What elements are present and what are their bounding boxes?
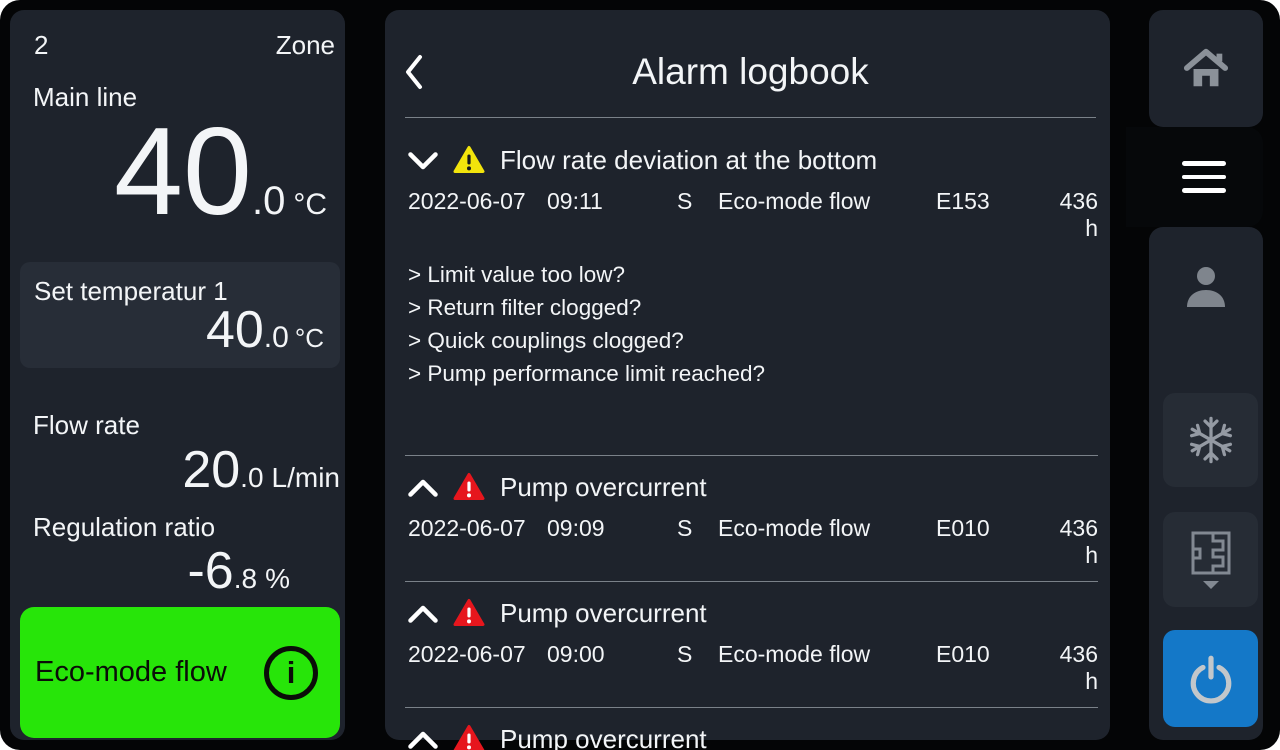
alarm-data-row: 2022-06-07 09:11 S Eco-mode flow E153 43… xyxy=(408,188,1098,242)
alarm-date: 2022-06-07 xyxy=(408,188,526,214)
alarm-title: Pump overcurrent xyxy=(500,472,707,502)
alarm-ack-flag: S xyxy=(677,641,693,667)
power-button[interactable] xyxy=(1163,630,1258,727)
alarm-entry: Pump overcurrent 2022-06-07 09:09 S Eco-… xyxy=(405,456,1098,582)
alarm-data-row: 2022-06-07 09:00 S Eco-mode flow E010 43… xyxy=(408,641,1098,695)
main-temp-decimal: .0 xyxy=(251,179,286,223)
alarm-time: 09:09 xyxy=(547,515,605,541)
mold-icon xyxy=(1191,531,1230,589)
warning-triangle-icon xyxy=(453,598,485,627)
zone-header: 2 Zone xyxy=(34,30,335,61)
expand-chevron-icon[interactable] xyxy=(408,731,438,749)
alarm-hint: > Limit value too low? xyxy=(408,262,625,287)
regulation-ratio-unit: % xyxy=(265,563,290,594)
zone-panel: 2 Zone Main line 40 .0 °C Set temperatur… xyxy=(10,10,345,740)
regulation-ratio-value: -6 xyxy=(187,542,234,600)
alarm-runtime-hours: 436 h xyxy=(1059,188,1098,241)
user-button[interactable] xyxy=(1149,263,1263,311)
warning-triangle-icon xyxy=(453,724,485,750)
alarm-hint: > Return filter clogged? xyxy=(408,295,642,320)
info-icon-glyph: i xyxy=(286,655,296,690)
alarm-runtime-hours: 436 h xyxy=(1059,515,1098,568)
eco-mode-flow-label: Eco-mode flow xyxy=(35,656,227,688)
alarm-data-row: 2022-06-07 09:09 S Eco-mode flow E010 43… xyxy=(408,515,1098,569)
alarm-mode: Eco-mode flow xyxy=(718,515,871,541)
regulation-ratio-decimal: .8 xyxy=(233,563,258,594)
alarm-time: 09:11 xyxy=(547,188,603,214)
main-line-label: Main line xyxy=(33,82,138,112)
alarm-title: Pump overcurrent xyxy=(500,598,707,628)
main-temp-unit: °C xyxy=(293,188,327,221)
warning-triangle-icon xyxy=(453,145,485,174)
eco-mode-flow-button[interactable]: Eco-mode flow i xyxy=(20,607,340,738)
warning-triangle-icon xyxy=(453,472,485,501)
set-temperature-value-row: 40 .0 °C xyxy=(206,304,324,356)
set-temperature-box[interactable]: Set temperatur 1 40 .0 °C xyxy=(20,262,340,368)
alarm-runtime-hours: 436 h xyxy=(1059,641,1098,694)
home-button[interactable] xyxy=(1183,47,1229,91)
alarm-entry: Flow rate deviation at the bottom 2022-0… xyxy=(405,118,1098,456)
menu-button[interactable] xyxy=(1126,127,1263,227)
alarm-entry-header[interactable]: Pump overcurrent xyxy=(408,724,1098,750)
alarm-entry: Pump overcurrent 2022-06-07 09:00 S Eco-… xyxy=(405,582,1098,708)
alarm-title: Pump overcurrent xyxy=(500,724,707,750)
flow-rate-label: Flow rate xyxy=(33,410,140,440)
alarm-hints: > Limit value too low? > Return filter cl… xyxy=(408,258,1098,390)
flow-rate-value-row: 20 .0 L/min xyxy=(182,444,340,496)
alarm-hint: > Pump performance limit reached? xyxy=(408,361,766,386)
regulation-ratio-value-row: -6 .8 % xyxy=(187,545,290,597)
home-icon xyxy=(1183,48,1229,86)
user-icon xyxy=(1187,267,1225,307)
alarm-logbook-panel: Alarm logbook xyxy=(385,10,1110,750)
alarm-mode: Eco-mode flow xyxy=(718,641,871,667)
back-button[interactable] xyxy=(405,52,445,92)
alarm-entry: Pump overcurrent 2022-06-03 16:02 S Eco-… xyxy=(405,708,1098,750)
expand-chevron-icon[interactable] xyxy=(408,151,438,170)
alarm-hint: > Quick couplings clogged? xyxy=(408,328,684,353)
zone-number: 2 xyxy=(34,30,49,60)
alarm-title: Flow rate deviation at the bottom xyxy=(500,145,878,175)
flow-rate-unit: L/min xyxy=(271,462,340,493)
alarm-entry-header[interactable]: Flow rate deviation at the bottom xyxy=(408,145,1098,176)
page-title: Alarm logbook xyxy=(632,50,869,92)
alarm-logbook-header: Alarm logbook xyxy=(405,10,1096,118)
zone-label: Zone xyxy=(275,30,335,60)
alarm-ack-flag: S xyxy=(677,188,693,214)
info-icon[interactable]: i xyxy=(264,645,318,700)
main-temp-value: 40 xyxy=(114,103,252,241)
flow-rate-decimal: .0 xyxy=(240,462,264,493)
alarm-entry-header[interactable]: Pump overcurrent xyxy=(408,598,1098,629)
regulation-ratio-label: Regulation ratio xyxy=(33,512,216,542)
back-chevron-icon xyxy=(406,54,422,89)
power-icon xyxy=(1190,655,1231,703)
set-temp-unit: °C xyxy=(294,323,324,353)
set-temp-decimal: .0 xyxy=(263,321,289,354)
set-temperature-label: Set temperatur 1 xyxy=(34,276,228,306)
expand-chevron-icon[interactable] xyxy=(408,605,438,623)
alarm-mode: Eco-mode flow xyxy=(718,188,871,214)
flow-rate-value: 20 xyxy=(182,441,241,499)
alarm-error-code: E153 xyxy=(936,188,990,214)
sidebar-lower-section xyxy=(1149,227,1263,740)
alarm-date: 2022-06-07 xyxy=(408,515,526,541)
mold-button[interactable] xyxy=(1163,512,1258,607)
cooling-button[interactable] xyxy=(1163,393,1258,487)
alarm-entry-header[interactable]: Pump overcurrent xyxy=(408,472,1098,503)
sidebar-home-section xyxy=(1149,10,1263,127)
alarm-ack-flag: S xyxy=(677,515,693,541)
set-temp-value: 40 xyxy=(205,301,264,359)
alarm-error-code: E010 xyxy=(936,641,990,667)
alarm-error-code: E010 xyxy=(936,515,990,541)
alarm-date: 2022-06-07 xyxy=(408,641,526,667)
alarm-list: Flow rate deviation at the bottom 2022-0… xyxy=(405,118,1098,750)
menu-icon xyxy=(1182,161,1226,166)
snowflake-icon xyxy=(1187,416,1234,464)
alarm-time: 09:00 xyxy=(547,641,605,667)
expand-chevron-icon[interactable] xyxy=(408,479,438,497)
main-line-temperature: 40 .0 °C xyxy=(114,110,327,234)
